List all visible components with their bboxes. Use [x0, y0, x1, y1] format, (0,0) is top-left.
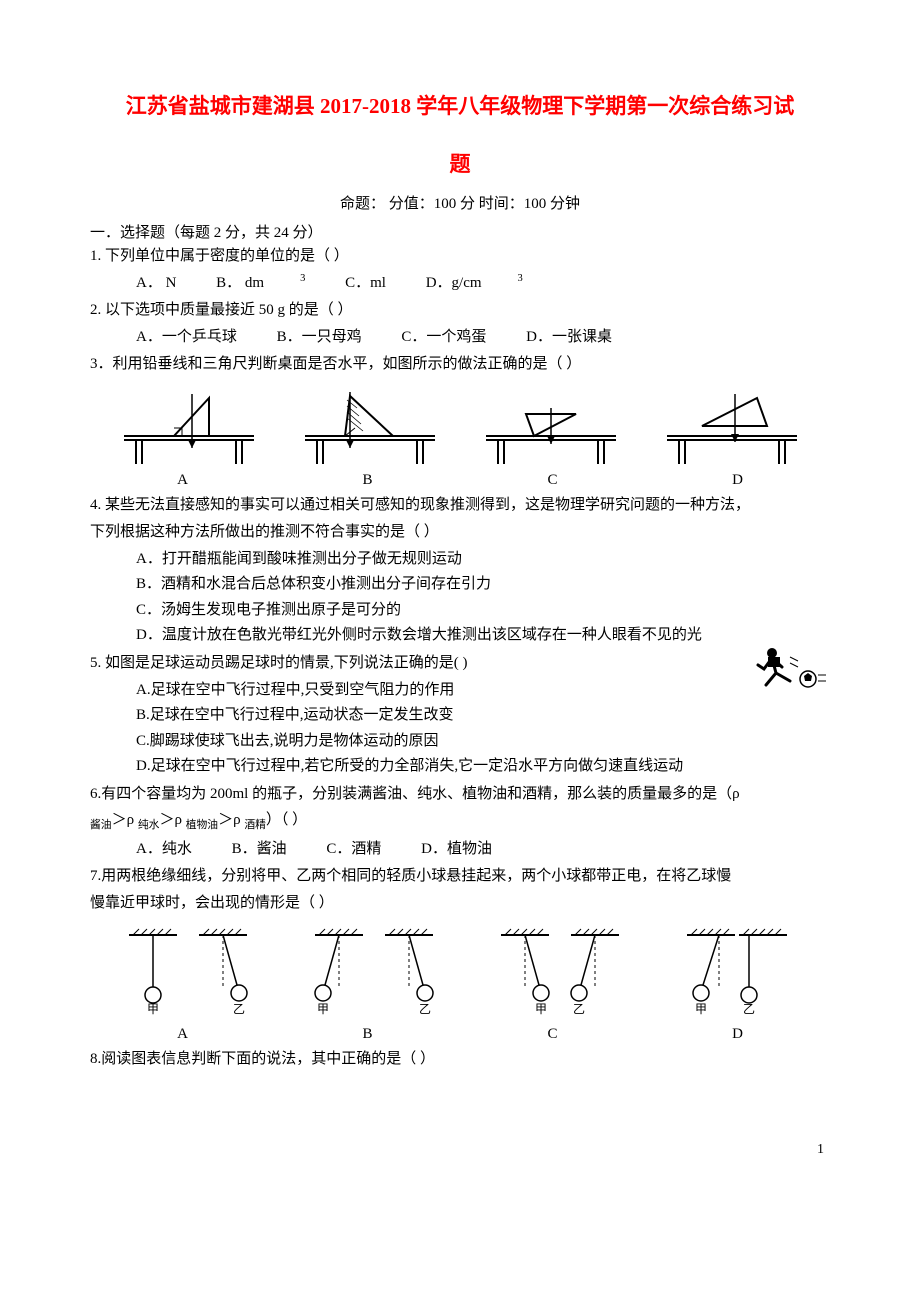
exam-title-line2: 题 [90, 148, 830, 178]
q1-opt-d: D．g/cm3 [426, 270, 523, 296]
q7-label-d: D [645, 1026, 830, 1043]
q3-figure-b [295, 386, 445, 466]
q7-label-b: B [275, 1026, 460, 1043]
q3-figure-a [114, 386, 264, 466]
q5-opt-b: B.足球在空中飞行过程中,运动状态一定发生改变 [136, 703, 830, 729]
q7-label-c: C [460, 1026, 645, 1043]
svg-text:乙: 乙 [233, 1002, 245, 1016]
q6-opt-d: D．植物油 [421, 837, 492, 862]
q4-stem-1: 4. 某些无法直接感知的事实可以通过相关可感知的现象推测得到，这是物理学研究问题… [90, 493, 830, 518]
q2-opt-a: A．一个乒乓球 [136, 325, 237, 350]
q2-options: A．一个乒乓球 B．一只母鸡 C．一个鸡蛋 D．一张课桌 [136, 325, 830, 350]
q3-label-d: D [645, 472, 830, 489]
q1-opt-a: A． N [136, 271, 176, 296]
q7-figure-a: 甲 乙 [121, 925, 261, 1020]
q4-opt-c: C．汤姆生发现电子推测出原子是可分的 [136, 598, 830, 624]
q7-figure-b: 甲 乙 [307, 925, 447, 1020]
q6-opt-b: B．酱油 [232, 837, 287, 862]
q3-label-a: A [90, 472, 275, 489]
q4-opt-d: D．温度计放在色散光带红光外侧时示数会增大推测出该区域存在一种人眼看不见的光 [136, 623, 830, 649]
q7-figure-c: 甲 乙 [493, 925, 633, 1020]
q3-stem: 3．利用铅垂线和三角尺判断桌面是否水平，如图所示的做法正确的是（ ） [90, 352, 830, 377]
q5-stem: 5. 如图是足球运动员踢足球时的情景,下列说法正确的是( ) [90, 651, 830, 676]
q7-labels: A B C D [90, 1026, 830, 1043]
q7-stem-1: 7.用两根绝缘细线，分别将甲、乙两个相同的轻质小球悬挂起来，两个小球都带正电，在… [90, 864, 830, 889]
q6-options: A．纯水 B．酱油 C．酒精 D．植物油 [136, 837, 830, 862]
q2-opt-d: D．一张课桌 [526, 325, 612, 350]
q6-opt-a: A．纯水 [136, 837, 192, 862]
q6-stem-2: 酱油＞ρ 纯水＞ρ 植物油＞ρ 酒精）（ ） [90, 808, 830, 835]
q3-figure-d [657, 386, 807, 466]
q5-opt-c: C.脚踢球使球飞出去,说明力是物体运动的原因 [136, 729, 830, 755]
q3-label-c: C [460, 472, 645, 489]
q1-options: A． N B． dm3 C．ml D．g/cm3 [136, 270, 830, 296]
q7-figure-row: 甲 乙 甲 [90, 925, 830, 1020]
q1-stem: 1. 下列单位中属于密度的单位的是（ ） [90, 244, 830, 269]
q7-stem-2: 慢靠近甲球时，会出现的情形是（ ） [90, 891, 830, 916]
q6-stem-1: 6.有四个容量均为 200ml 的瓶子，分别装满酱油、纯水、植物油和酒精，那么装… [90, 782, 830, 807]
q4-stem-2: 下列根据这种方法所做出的推测不符合事实的是（ ） [90, 520, 830, 545]
q3-figure-row [90, 386, 830, 466]
q7-figure-d: 甲 乙 [679, 925, 799, 1020]
q5-opt-a: A.足球在空中飞行过程中,只受到空气阻力的作用 [136, 678, 830, 704]
q4-opt-a: A．打开醋瓶能闻到酸味推测出分子做无规则运动 [136, 547, 830, 573]
q1-opt-b: B． dm3 [216, 270, 305, 296]
svg-text:甲: 甲 [695, 1002, 707, 1016]
q5-opt-d: D.足球在空中飞行过程中,若它所受的力全部消失,它一定沿水平方向做匀速直线运动 [136, 754, 830, 780]
q2-stem: 2. 以下选项中质量最接近 50 g 的是（ ） [90, 298, 830, 323]
svg-text:甲: 甲 [317, 1002, 329, 1016]
soccer-player-icon [754, 645, 832, 689]
q8-stem: 8.阅读图表信息判断下面的说法，其中正确的是（ ） [90, 1047, 830, 1072]
q2-opt-b: B．一只母鸡 [277, 325, 362, 350]
q7-label-a: A [90, 1026, 275, 1043]
svg-text:乙: 乙 [573, 1002, 585, 1016]
svg-text:乙: 乙 [743, 1002, 755, 1016]
q3-labels: A B C D [90, 472, 830, 489]
q4-opt-b: B．酒精和水混合后总体积变小推测出分子间存在引力 [136, 572, 830, 598]
exam-title-line1: 江苏省盐城市建湖县 2017-2018 学年八年级物理下学期第一次综合练习试 [90, 90, 830, 124]
q3-figure-c [476, 386, 626, 466]
q2-opt-c: C．一个鸡蛋 [401, 325, 486, 350]
section-1-header: 一．选择题（每题 2 分，共 24 分） [90, 221, 830, 242]
svg-text:甲: 甲 [535, 1002, 547, 1016]
svg-text:乙: 乙 [419, 1002, 431, 1016]
exam-meta: 命题： 分值：100 分 时间：100 分钟 [90, 192, 830, 213]
q6-opt-c: C．酒精 [326, 837, 381, 862]
svg-text:甲: 甲 [147, 1002, 159, 1016]
q3-label-b: B [275, 472, 460, 489]
page-number: 1 [90, 1142, 830, 1158]
q1-opt-c: C．ml [345, 271, 386, 296]
